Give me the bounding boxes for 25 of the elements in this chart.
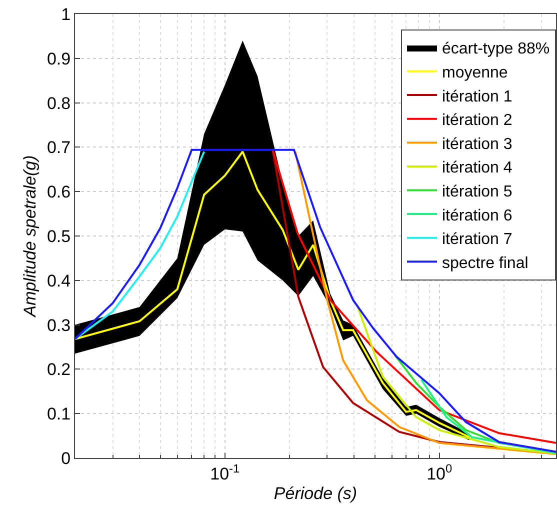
legend-label: itération 5	[442, 183, 512, 200]
legend-label: écart-type 88%	[442, 40, 550, 58]
legend-label: itération 6	[442, 207, 512, 224]
y-tick-label: 0.5	[46, 226, 71, 246]
legend-label: itération 1	[442, 88, 512, 106]
y-tick-label: 0.3	[46, 316, 71, 335]
x-tick-label: 10$^{0}$	[426, 461, 452, 484]
legend-label: itération 4	[442, 160, 512, 177]
x-axis-title: Période (s)	[274, 484, 358, 503]
legend-label: itération 3	[442, 136, 512, 153]
y-tick-label: 0.1	[46, 404, 71, 424]
y-axis-title: Amplitude spetrale(g)	[20, 155, 40, 318]
y-tick-label: 0.2	[46, 360, 71, 380]
y-tick-label: 0.9	[46, 49, 71, 68]
legend-label: itération 7	[442, 231, 512, 248]
x-tick-label: 10$^{-1}$	[210, 461, 240, 484]
legend-label: spectre final	[442, 254, 528, 272]
legend-label: itération 2	[442, 112, 512, 130]
y-tick-label: 0.6	[46, 182, 71, 202]
y-tick-label: 0.4	[46, 271, 71, 290]
y-tick-label: 1	[61, 4, 71, 24]
y-tick-label: 0.7	[46, 138, 71, 158]
legend-label: moyenne	[442, 64, 508, 82]
y-tick-label: 0.8	[46, 94, 71, 113]
y-tick-label: 0	[61, 448, 71, 468]
